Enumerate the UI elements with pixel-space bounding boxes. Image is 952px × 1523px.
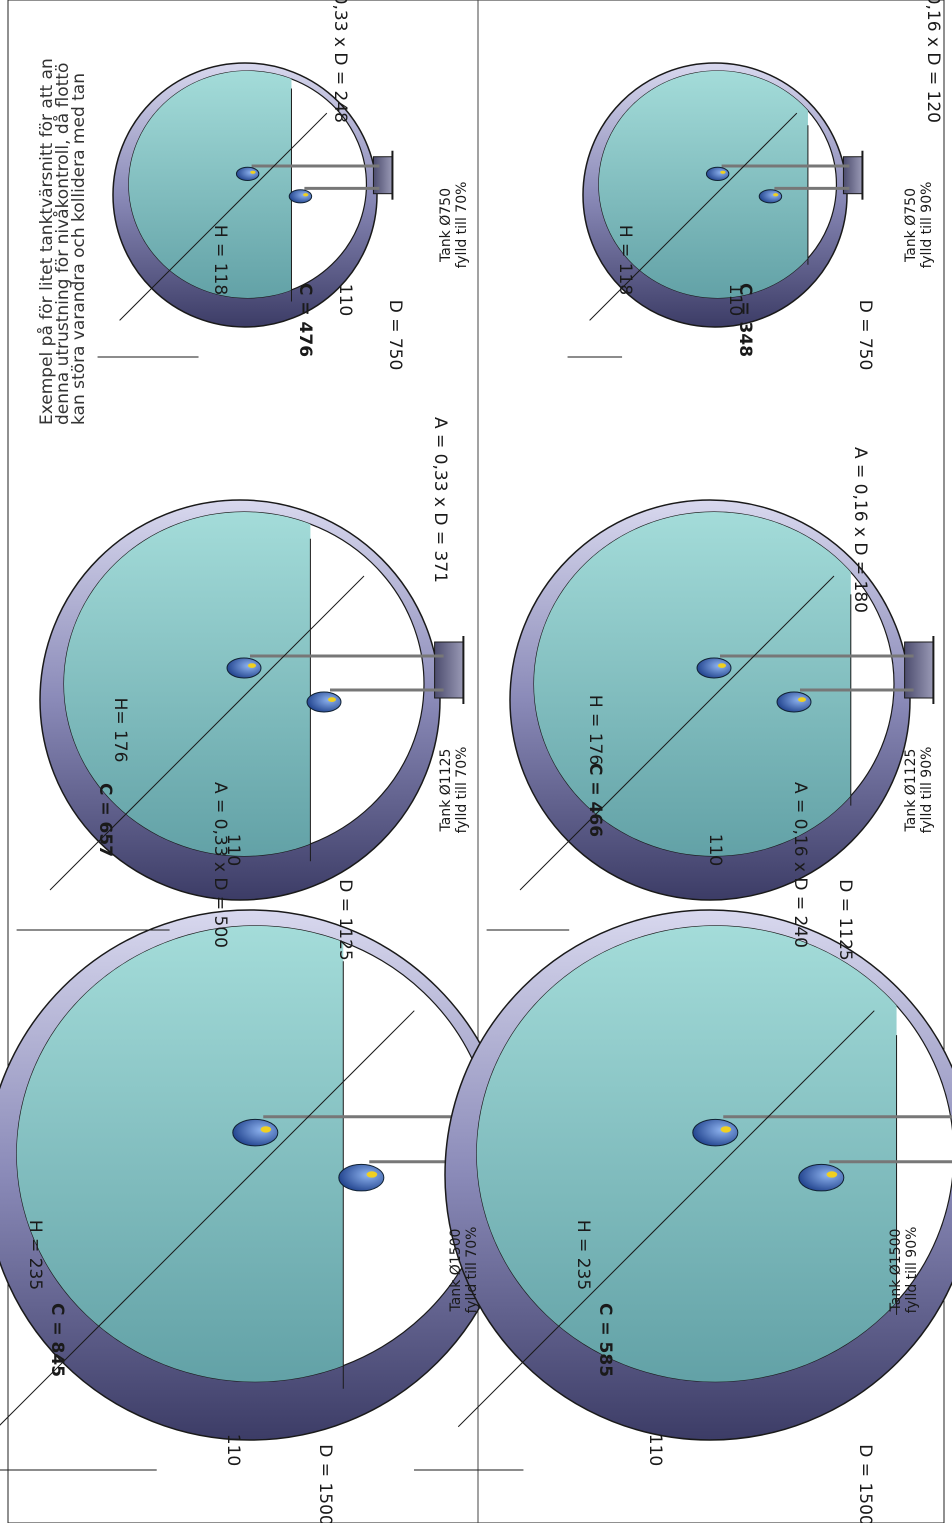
h-label-t1125-70: H= 176 xyxy=(110,698,130,763)
tank-drawing-t1125-70 xyxy=(16,499,465,931)
note-line-3: kan störa varandra och kollidera med tan xyxy=(69,73,89,425)
sheet-border xyxy=(7,0,945,1523)
float-marker xyxy=(718,663,726,668)
h-label-t1500-90: H = 235 xyxy=(573,1220,593,1290)
d-label-t1125-70: D = 1125 xyxy=(335,879,355,960)
d-label-t1125-90: D = 1125 xyxy=(835,879,855,960)
c-label-t1125-70: C = 657 xyxy=(95,783,115,857)
h-label-t750-90: H = 118 xyxy=(615,225,635,295)
d-label-t750-90: D = 750 xyxy=(855,300,875,371)
caption-fill-t750-70: fylld till 70% xyxy=(454,182,470,269)
float-switch-icon xyxy=(696,657,732,679)
float-switch-icon xyxy=(306,691,342,713)
tank-drawing-t1500-90 xyxy=(413,909,952,1471)
float-marker xyxy=(303,193,309,197)
diameter-line xyxy=(589,112,798,321)
caption-fill-t1125-90: fylld till 90% xyxy=(919,747,935,834)
c-label-t1500-90: C = 585 xyxy=(595,1303,615,1377)
a-label-t1125-70: A = 0,33 x D = 371 xyxy=(430,417,450,583)
float-switch-icon xyxy=(758,189,783,204)
caption-tank-t750-90: Tank Ø750 xyxy=(903,188,919,263)
diameter-line xyxy=(0,1010,415,1428)
caption-tank-t1125-90: Tank Ø1125 xyxy=(903,749,919,833)
float-marker xyxy=(248,663,256,668)
float-marker xyxy=(773,193,779,197)
float-switch-icon xyxy=(705,166,730,181)
d-label-t1500-90: D = 1500 xyxy=(855,1444,875,1523)
diameter-line xyxy=(457,1010,875,1428)
caption-tank-t1125-70: Tank Ø1125 xyxy=(438,749,454,833)
tank-drawing-t750-90 xyxy=(567,62,864,358)
gap-label-t1125-70: 110 xyxy=(223,834,243,866)
liquid-fill xyxy=(64,512,311,856)
a-label-t1500-90: A = 0,16 x D = 240 xyxy=(790,782,810,948)
note-line-1: Exempel på för litet tanktvärsnitt för a… xyxy=(36,58,57,425)
a-label-t1125-90: A = 0,16 x D = 180 xyxy=(850,447,870,613)
liquid-fill xyxy=(476,925,897,1382)
c-label-t1500-70: C = 845 xyxy=(47,1303,67,1377)
float-marker xyxy=(328,697,336,703)
float-marker xyxy=(720,1126,732,1133)
float-switch-icon xyxy=(776,691,812,713)
caption-tank-t750-70: Tank Ø750 xyxy=(438,188,454,263)
caption-fill-t1500-90: fylld till 90% xyxy=(904,1227,920,1314)
float-switch-icon xyxy=(692,1118,739,1147)
float-marker xyxy=(250,170,256,174)
tank-drawing-t1500-70 xyxy=(0,909,548,1471)
a-label-t750-70: A = 0,33 x D = 248 xyxy=(330,0,350,123)
float-switch-icon xyxy=(235,166,260,181)
diameter-line xyxy=(49,575,365,891)
float-marker xyxy=(826,1171,838,1178)
float-switch-icon xyxy=(288,189,313,204)
a-label-t750-90: A = 0,16 x D = 120 xyxy=(923,0,943,123)
float-switch-icon xyxy=(338,1163,385,1192)
c-label-t1125-90: C = 466 xyxy=(585,763,605,837)
caption-fill-t1500-70: fylld till 70% xyxy=(464,1227,480,1314)
tank-drawing-t1125-90 xyxy=(486,499,935,931)
float-marker xyxy=(720,170,726,174)
gap-label-t750-90: 110 xyxy=(725,284,745,316)
gap-label-t750-70: 110 xyxy=(335,284,355,316)
gap-label-t1125-90: 110 xyxy=(705,834,725,866)
caption-fill-t1125-70: fylld till 70% xyxy=(454,747,470,834)
c-label-t750-90: C = 348 xyxy=(735,283,755,357)
caption-fill-t750-90: fylld till 90% xyxy=(919,182,935,269)
h-label-t1500-70: H = 235 xyxy=(25,1220,45,1290)
caption-tank-t1500-90: Tank Ø1500 xyxy=(888,1229,904,1313)
c-label-t750-70: C = 476 xyxy=(295,283,315,357)
gap-label-t1500-70: 110 xyxy=(223,1434,243,1466)
h-label-t750-70: H = 118 xyxy=(210,225,230,295)
float-switch-icon xyxy=(226,657,262,679)
float-marker xyxy=(798,697,806,703)
tank-drawing-t750-70 xyxy=(97,62,394,358)
explanatory-note: Exempel på för litet tanktvärsnitt för a… xyxy=(36,58,89,425)
float-switch-icon xyxy=(232,1118,279,1147)
caption-tank-t1500-70: Tank Ø1500 xyxy=(448,1229,464,1313)
float-marker xyxy=(260,1126,272,1133)
liquid-fill xyxy=(598,70,808,298)
float-switch-icon xyxy=(798,1163,845,1192)
liquid-fill xyxy=(534,512,851,856)
float-marker xyxy=(366,1171,378,1178)
d-label-t1500-70: D = 1500 xyxy=(315,1444,335,1523)
h-label-t1125-90: H = 176 xyxy=(585,695,605,765)
gap-label-t1500-90: 110 xyxy=(645,1434,665,1466)
a-label-t1500-70: A = 0,33 x D = 500 xyxy=(210,782,230,948)
d-label-t750-70: D = 750 xyxy=(385,300,405,371)
diameter-line xyxy=(519,575,835,891)
note-line-2: denna utrustning för nivåkontroll, då fl… xyxy=(52,63,73,425)
diameter-line xyxy=(119,112,328,321)
